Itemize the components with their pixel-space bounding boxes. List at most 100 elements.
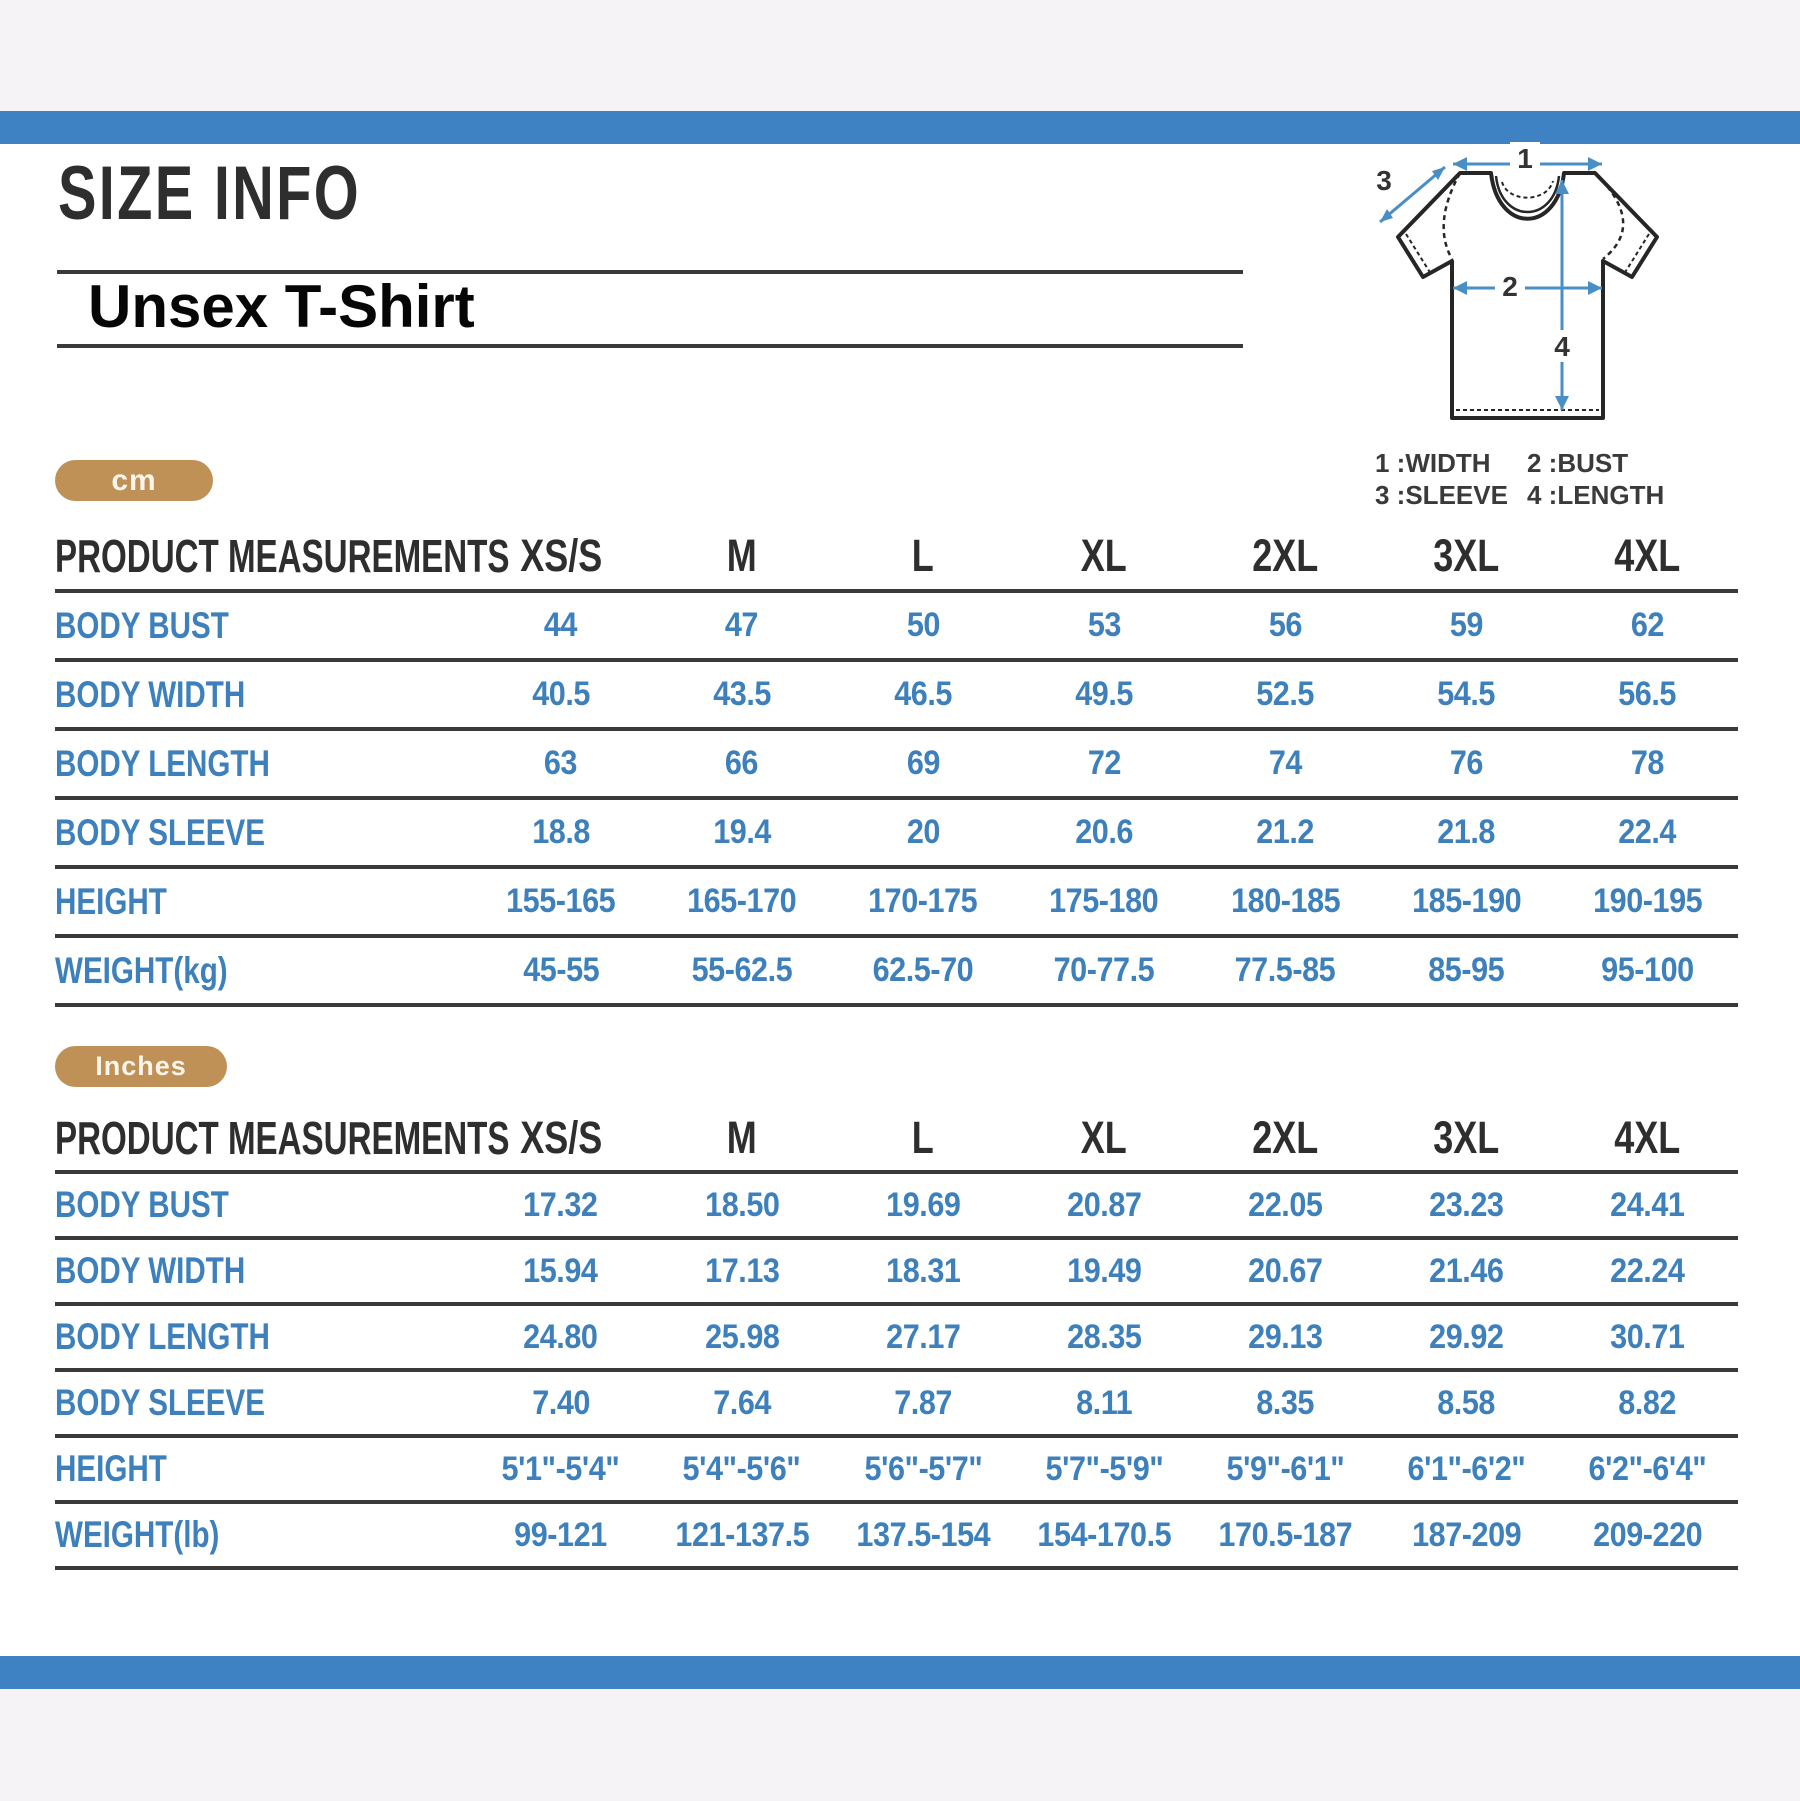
size-column-header-text: 3XL <box>1433 529 1500 581</box>
cell-value-text: 18.8 <box>531 813 590 851</box>
cell-value: 49.5 <box>1013 660 1195 731</box>
cell-value-text: 7.64 <box>712 1383 771 1422</box>
cell-value: 29.13 <box>1194 1304 1376 1372</box>
cell-value-text: 27.17 <box>885 1317 961 1356</box>
cell-value: 69 <box>832 729 1014 800</box>
size-table-inches: PRODUCT MEASUREMENTS XS/S M L XL 2XL 3XL 4XL BOD… <box>55 1106 1738 1570</box>
cell-value-text: 59 <box>1449 606 1484 644</box>
row-label-text: BODY SLEEVE <box>55 1382 266 1423</box>
cell-value-text: 137.5-154 <box>856 1515 990 1554</box>
row-label-text: BODY LENGTH <box>55 1316 270 1357</box>
cell-value: 54.5 <box>1375 660 1557 731</box>
cell-value: 66 <box>651 729 833 800</box>
cell-value: 59 <box>1375 591 1557 662</box>
diagram-mark-2: 2 <box>1502 271 1518 302</box>
cell-value: 21.2 <box>1194 798 1376 869</box>
table-row: WEIGHT(kg) 45-55 55-62.5 62.5-70 70-77.5 77.5… <box>55 936 1738 1007</box>
cell-value-text: 5'7"-5'9" <box>1045 1449 1163 1488</box>
cell-value: 5'1"-5'4" <box>470 1436 652 1504</box>
size-column-header: L <box>832 1106 1014 1174</box>
cell-value-text: 70-77.5 <box>1053 951 1155 989</box>
legend-sleeve: 3 :SLEEVE <box>1375 479 1508 510</box>
cell-value-text: 21.8 <box>1437 813 1496 851</box>
right-sleeve-seam-dashed <box>1594 172 1625 260</box>
cell-value-text: 170.5-187 <box>1218 1515 1353 1554</box>
cell-value: 62.5-70 <box>832 936 1014 1007</box>
cell-value: 20.6 <box>1013 798 1195 869</box>
cell-value-text: 19.69 <box>885 1185 961 1224</box>
cell-value: 77.5-85 <box>1194 936 1376 1007</box>
cell-value: 29.92 <box>1375 1304 1557 1372</box>
legend-row: 1 :WIDTH 2 :BUST <box>1375 447 1664 479</box>
cell-value-text: 85-95 <box>1428 951 1505 989</box>
unit-badge-inches: Inches <box>55 1046 227 1087</box>
table-row: BODY SLEEVE 18.8 19.4 20 20.6 21.2 21.8 22.4 <box>55 798 1738 869</box>
cell-value: 95-100 <box>1556 936 1738 1007</box>
cell-value: 190-195 <box>1556 867 1738 938</box>
table-row: BODY WIDTH 40.5 43.5 46.5 49.5 52.5 54.5 56.5 <box>55 660 1738 731</box>
cell-value: 5'6"-5'7" <box>832 1436 1014 1504</box>
row-label: BODY LENGTH <box>55 1304 471 1372</box>
cell-value: 8.11 <box>1013 1370 1195 1438</box>
cell-value-text: 62.5-70 <box>872 951 974 989</box>
table-row: HEIGHT 5'1"-5'4" 5'4"-5'6" 5'6"-5'7" 5'7"-5'… <box>55 1436 1738 1504</box>
size-column-header: XS/S <box>470 1106 652 1174</box>
size-column-header: 2XL <box>1194 1106 1376 1174</box>
cell-value-text: 15.94 <box>523 1251 599 1290</box>
cell-value: 8.82 <box>1556 1370 1738 1438</box>
cell-value: 154-170.5 <box>1013 1502 1195 1570</box>
size-table-header-row: PRODUCT MEASUREMENTS XS/S M L XL 2XL 3XL 4XL <box>55 522 1738 593</box>
size-column-header-text: 2XL <box>1252 1112 1319 1163</box>
cell-value: 63 <box>470 729 652 800</box>
size-column-header-text: M <box>726 529 757 581</box>
cell-value: 6'2"-6'4" <box>1556 1436 1738 1504</box>
cell-value-text: 76 <box>1449 744 1484 782</box>
size-column-header-text: 4XL <box>1614 529 1681 581</box>
size-table-cm: PRODUCT MEASUREMENTS XS/S M L XL 2XL 3XL 4XL BOD… <box>55 522 1738 1007</box>
row-label: WEIGHT(lb) <box>55 1502 471 1570</box>
cell-value: 18.31 <box>832 1238 1014 1306</box>
legend-bust: 2 :BUST <box>1527 447 1629 478</box>
cell-value-text: 185-190 <box>1411 882 1522 920</box>
mark-2-backplate <box>1495 270 1525 300</box>
cell-value-text: 8.82 <box>1618 1383 1677 1422</box>
size-column-header: XS/S <box>470 522 652 593</box>
cell-value-text: 53 <box>1087 606 1121 644</box>
cell-value: 25.98 <box>651 1304 833 1372</box>
cell-value-text: 77.5-85 <box>1234 951 1336 989</box>
size-info-sheet: SIZE INFO Unsex T-Shirt 1 3 <box>0 142 1800 1656</box>
cell-value-text: 19.4 <box>712 813 771 851</box>
row-label: BODY SLEEVE <box>55 1370 471 1438</box>
size-column-header-text: 3XL <box>1433 1112 1500 1163</box>
cell-value: 18.8 <box>470 798 652 869</box>
row-label: HEIGHT <box>55 867 471 938</box>
size-column-header-text: XL <box>1081 1112 1128 1163</box>
cell-value-text: 6'2"-6'4" <box>1588 1449 1707 1488</box>
cell-value-text: 20.87 <box>1066 1185 1142 1224</box>
cell-value: 155-165 <box>470 867 652 938</box>
cell-value-text: 43.5 <box>712 675 771 713</box>
measurements-header: PRODUCT MEASUREMENTS <box>55 522 510 593</box>
cell-value-text: 23.23 <box>1429 1185 1504 1224</box>
size-column-header-text: L <box>911 529 934 581</box>
cell-value: 20 <box>832 798 1014 869</box>
cell-value-text: 18.50 <box>704 1185 780 1224</box>
cell-value-text: 20.67 <box>1247 1251 1323 1290</box>
cell-value: 74 <box>1194 729 1376 800</box>
cell-value-text: 24.41 <box>1610 1185 1685 1224</box>
cell-value-text: 155-165 <box>506 882 616 920</box>
cell-value-text: 52.5 <box>1256 675 1315 713</box>
sleeve-arrow <box>1379 165 1446 224</box>
cell-value: 17.13 <box>651 1238 833 1306</box>
cell-value: 19.69 <box>832 1172 1014 1240</box>
cell-value: 8.35 <box>1194 1370 1376 1438</box>
size-column-header: M <box>651 522 833 593</box>
measurements-header-text: PRODUCT MEASUREMENTS <box>55 529 510 582</box>
cell-value-text: 40.5 <box>531 675 590 713</box>
cell-value: 22.05 <box>1194 1172 1376 1240</box>
cell-value-text: 180-185 <box>1230 882 1341 920</box>
diagram-mark-1: 1 <box>1517 143 1533 174</box>
cell-value-text: 56.5 <box>1618 675 1677 713</box>
cell-value-text: 22.24 <box>1610 1251 1685 1290</box>
cell-value: 24.80 <box>470 1304 652 1372</box>
